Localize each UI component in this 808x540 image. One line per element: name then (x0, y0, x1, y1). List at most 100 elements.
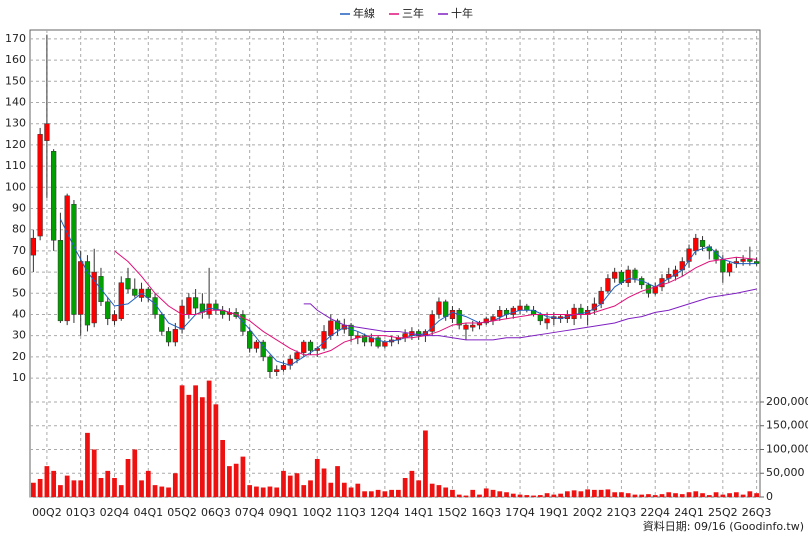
candle-body (253, 341, 260, 349)
candle-body (497, 309, 503, 317)
y-tick-label: 100 (5, 180, 26, 193)
volume-bar (558, 493, 563, 497)
volume-bar (632, 494, 638, 497)
volume-bar (659, 494, 665, 497)
candle-body (605, 278, 611, 292)
y-tick-label: 20 (12, 350, 26, 363)
x-tick-label: 09Q1 (269, 506, 299, 519)
volume-bar (443, 487, 449, 497)
x-tick-label: 26Q3 (742, 506, 772, 519)
volume-bar (483, 488, 489, 497)
volume-bar (44, 466, 50, 497)
volume-bar (423, 430, 428, 497)
volume-bar (531, 495, 536, 497)
candle-body (328, 320, 334, 336)
candle-body (105, 301, 111, 319)
y2-tick-label: 50,000 (766, 466, 805, 479)
volume-bar (267, 486, 273, 497)
volume-bar (348, 487, 354, 497)
candle-body (267, 356, 273, 372)
candle-body (64, 195, 70, 322)
volume-bar (206, 380, 212, 497)
volume-bar (517, 494, 523, 497)
candle-body (132, 288, 138, 296)
candle-body (165, 331, 172, 343)
y-tick-label: 80 (12, 223, 26, 236)
volume-bar (673, 493, 678, 497)
volume-bar (362, 491, 367, 497)
volume-bar (706, 495, 712, 497)
candle-body (280, 365, 287, 370)
volume-bar (693, 491, 699, 497)
candle-body (125, 278, 131, 290)
x-tick-label: 14Q1 (404, 506, 434, 519)
volume-bar (585, 489, 591, 497)
volume-bar (98, 477, 104, 497)
candle-body (693, 237, 699, 252)
ma-line (303, 288, 757, 341)
candle-body (186, 297, 192, 315)
candle-body (145, 288, 151, 298)
candle-body (429, 314, 435, 332)
candle-body (375, 337, 381, 347)
volume-bar (754, 493, 759, 497)
candle-body (463, 324, 469, 330)
x-tick-label: 02Q4 (100, 506, 130, 519)
candle-body (37, 134, 43, 237)
volume-bar (341, 482, 347, 497)
x-tick-label: 25Q2 (708, 506, 738, 519)
candle-body (84, 261, 91, 326)
volume-bar (281, 470, 286, 497)
candle-body (111, 314, 118, 322)
volume-bar (179, 385, 185, 497)
x-tick-label: 07Q4 (235, 506, 265, 519)
volume-bar (490, 489, 496, 497)
x-tick-label: 01Q3 (66, 506, 96, 519)
y-tick-label: 50 (12, 286, 26, 299)
y-tick-label: 120 (5, 138, 26, 151)
candle-body (152, 297, 158, 315)
candle-body (192, 297, 199, 309)
y-tick-label: 90 (12, 201, 26, 214)
volume-bar (470, 489, 476, 497)
candle-body (301, 341, 307, 353)
x-tick-label: 11Q3 (336, 506, 366, 519)
volume-bar (477, 494, 482, 497)
y2-tick-label: 200,000 (766, 395, 808, 408)
candle-body (307, 341, 314, 351)
volume-bar (247, 485, 253, 497)
footer: 資料日期: 09/16 (Goodinfo.tw) (643, 519, 804, 533)
volume-bar (497, 491, 503, 497)
candle-body (91, 271, 97, 324)
candle-body (517, 305, 523, 311)
x-tick-label: 17Q4 (505, 506, 535, 519)
candle-body (240, 314, 246, 332)
x-tick-label: 04Q1 (133, 506, 163, 519)
candle-body (71, 204, 77, 315)
volume-bar (37, 478, 43, 497)
volume-bar (598, 489, 604, 497)
candle-body (159, 314, 165, 332)
ma-line (114, 250, 757, 356)
volume-bar (436, 485, 442, 497)
volume-bar (145, 470, 151, 497)
y-tick-label: 160 (5, 53, 26, 66)
volume-bar (713, 492, 719, 497)
y2-tick-label: 0 (766, 490, 773, 503)
candle-body (483, 318, 489, 324)
x-tick-label: 10Q2 (302, 506, 332, 519)
y-tick-label: 40 (12, 307, 26, 320)
candle-body (436, 301, 442, 315)
volume-bar (544, 493, 550, 497)
volume-bar (71, 480, 77, 497)
volume-bar (220, 439, 226, 497)
y-tick-label: 140 (5, 95, 26, 108)
volume-bar (747, 491, 753, 497)
candle-body (679, 261, 685, 271)
candle-body (78, 261, 84, 315)
candle-body (172, 329, 178, 343)
volume-bar (740, 494, 746, 497)
volume-bar (294, 473, 300, 497)
x-tick-label: 16Q3 (471, 506, 501, 519)
volume-bar (335, 466, 340, 497)
